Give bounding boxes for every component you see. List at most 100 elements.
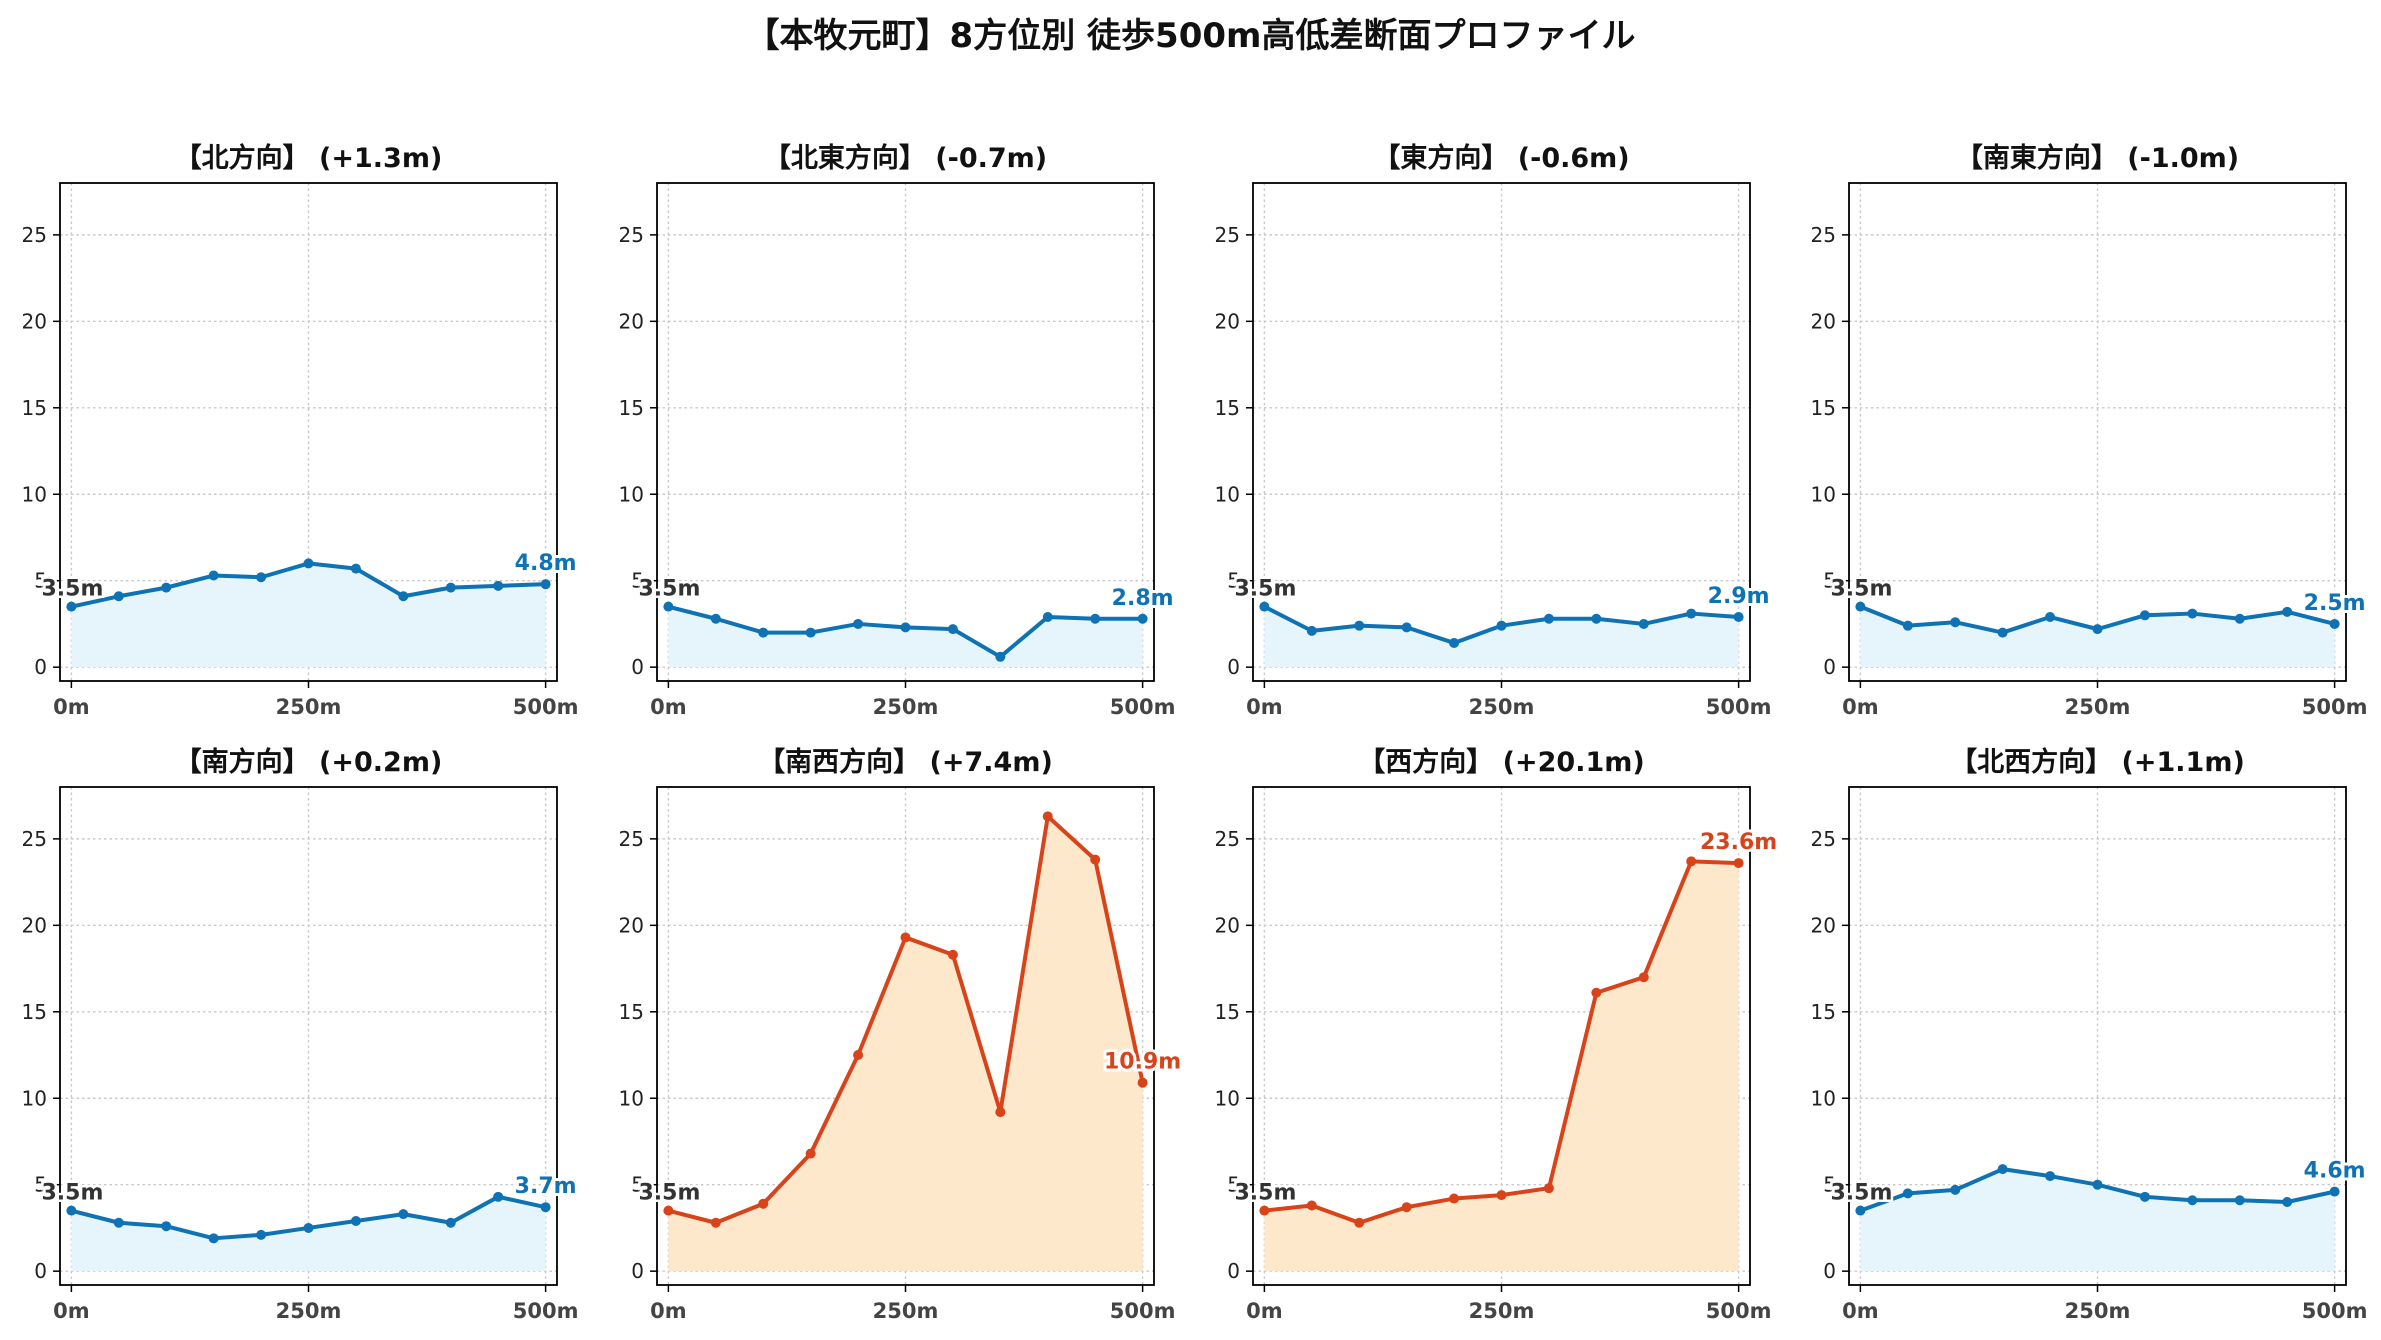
data-point (1638, 618, 1649, 629)
chart-title: 【北東方向】 (-0.7m) (764, 142, 1047, 174)
y-tick-label: 15 (619, 1000, 644, 1024)
area-fill (1264, 861, 1739, 1272)
data-point (540, 1202, 551, 1213)
y-tick-label: 20 (1811, 309, 1836, 333)
data-point (1902, 620, 1913, 631)
y-tick-label: 5 (1227, 569, 1240, 593)
data-point (853, 1050, 864, 1061)
data-point (2282, 1197, 2293, 1207)
data-point (2187, 608, 2198, 619)
y-tick-label: 0 (631, 655, 644, 679)
y-tick-label: 5 (34, 569, 47, 593)
data-point (1733, 858, 1744, 869)
y-tick-label: 5 (631, 569, 644, 593)
x-tick-label: 500m (1110, 1299, 1176, 1323)
y-tick-label: 0 (34, 655, 47, 679)
data-point (663, 1205, 674, 1216)
x-tick-label: 500m (513, 1299, 579, 1323)
data-point (493, 580, 504, 591)
start-value-label: 3.5m (1234, 1181, 1296, 1206)
chart-title: 【南西方向】 (+7.4m) (758, 746, 1053, 778)
y-tick-label: 15 (1811, 1000, 1836, 1024)
y-tick-label: 0 (1227, 1259, 1240, 1283)
end-value-label: 3.7m (515, 1174, 577, 1199)
area-fill (668, 816, 1143, 1272)
chart-title: 【北方向】 (+1.3m) (175, 142, 443, 174)
data-point (805, 1148, 816, 1159)
y-tick-label: 15 (22, 1000, 47, 1024)
x-tick-label: 0m (53, 1299, 90, 1323)
data-point (1543, 1183, 1554, 1194)
start-value-label: 3.5m (1234, 577, 1296, 602)
area-fill (71, 563, 546, 668)
data-point (398, 1209, 409, 1220)
data-point (1090, 613, 1101, 624)
data-point (1354, 620, 1365, 631)
data-point (758, 1198, 769, 1209)
area-fill (71, 1196, 546, 1272)
x-tick-label: 500m (513, 695, 579, 719)
x-tick-label: 250m (2065, 695, 2131, 719)
x-tick-label: 500m (2302, 695, 2368, 719)
end-value-label: 4.8m (515, 551, 577, 576)
end-value-label: 10.9m (1104, 1050, 1181, 1075)
x-tick-label: 250m (1469, 695, 1535, 719)
data-point (1950, 617, 1961, 628)
y-tick-label: 15 (22, 396, 47, 420)
start-value-label: 3.5m (638, 577, 700, 602)
y-tick-label: 20 (1811, 913, 1836, 937)
data-point (853, 618, 864, 629)
start-value-label: 3.5m (1830, 1181, 1892, 1206)
data-point (2139, 610, 2150, 621)
y-tick-label: 25 (619, 827, 644, 851)
data-point (350, 563, 361, 574)
x-tick-label: 500m (1110, 695, 1176, 719)
data-point (1686, 608, 1697, 619)
data-point (947, 624, 958, 635)
data-point (1401, 1202, 1412, 1213)
y-tick-label: 20 (22, 309, 47, 333)
data-point (710, 613, 721, 624)
data-point (1638, 972, 1649, 983)
x-tick-label: 0m (53, 695, 90, 719)
y-tick-label: 25 (1215, 223, 1240, 247)
y-tick-label: 25 (1215, 827, 1240, 851)
data-point (350, 1216, 361, 1227)
data-point (1449, 637, 1460, 648)
data-point (1997, 1164, 2008, 1175)
y-tick-label: 25 (22, 827, 47, 851)
data-point (710, 1217, 721, 1228)
chart-title: 【南東方向】 (-1.0m) (1956, 142, 2239, 174)
data-point (1401, 622, 1412, 633)
x-tick-label: 500m (2302, 1299, 2368, 1323)
y-tick-label: 10 (1215, 482, 1240, 506)
x-tick-label: 0m (1842, 1299, 1879, 1323)
chart-title: 【北西方向】 (+1.1m) (1950, 746, 2245, 778)
data-point (66, 601, 77, 612)
chart-title: 【南方向】 (+0.2m) (175, 746, 443, 778)
y-tick-label: 0 (1823, 655, 1836, 679)
y-tick-label: 10 (619, 482, 644, 506)
data-point (1686, 856, 1697, 867)
data-point (758, 627, 769, 638)
y-tick-label: 5 (1227, 1173, 1240, 1197)
end-value-label: 2.5m (2304, 591, 2366, 616)
data-point (1902, 1188, 1913, 1199)
start-value-label: 3.5m (41, 577, 103, 602)
data-point (161, 1221, 172, 1232)
y-tick-label: 10 (22, 482, 47, 506)
y-tick-label: 20 (1215, 309, 1240, 333)
chart-title: 【東方向】 (-0.6m) (1373, 142, 1629, 174)
y-tick-label: 15 (619, 396, 644, 420)
y-tick-label: 0 (631, 1259, 644, 1283)
y-tick-label: 25 (1811, 223, 1836, 247)
chart-title: 【西方向】 (+20.1m) (1358, 746, 1644, 778)
